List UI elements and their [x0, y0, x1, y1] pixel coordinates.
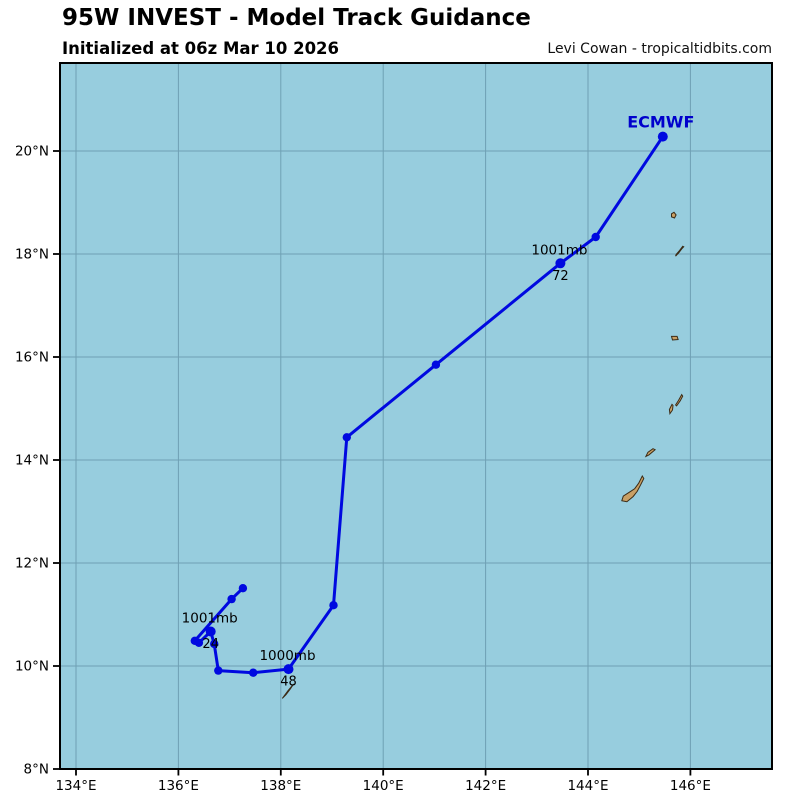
- lon-tick-label-134: 134°E: [55, 778, 96, 794]
- hour-label-h24: 24: [202, 637, 219, 652]
- island-guam: [621, 474, 645, 503]
- lat-tick-label-14: 14°N: [15, 453, 49, 469]
- sea-background: [60, 63, 772, 769]
- hour-label-h72: 72: [552, 269, 569, 284]
- init-time-label: Initialized at 06z Mar 10 2026: [62, 39, 340, 58]
- track-point-h18: [194, 638, 204, 647]
- pressure-label-h48: 1000mb: [259, 648, 315, 664]
- lat-tick-label-18: 18°N: [15, 247, 49, 263]
- model-name-label: ECMWF: [627, 113, 694, 132]
- island-18.8N: [671, 211, 677, 219]
- island-yap: [281, 683, 295, 699]
- island-rota: [644, 448, 657, 458]
- lon-tick-label-142: 142°E: [465, 778, 506, 794]
- lat-tick-label-20: 20°N: [15, 144, 49, 160]
- lon-tick-label-136: 136°E: [158, 778, 199, 794]
- lat-tick-label-10: 10°N: [15, 659, 49, 675]
- lon-tick-label-138: 138°E: [260, 778, 301, 794]
- hour-label-h48: 48: [280, 675, 297, 690]
- lon-tick-label-140: 140°E: [363, 778, 404, 794]
- track-point-h6: [227, 594, 236, 604]
- credit-label: Levi Cowan - tropicaltidbits.com: [547, 41, 772, 57]
- track-point-h66: [431, 360, 441, 369]
- lat-tick-label-12: 12°N: [15, 556, 49, 572]
- track-point-h72: [555, 258, 566, 269]
- island-saipan: [674, 393, 684, 407]
- track-point-h54: [329, 601, 338, 610]
- track-point-h78: [591, 232, 600, 242]
- island-18.1N: [675, 245, 685, 257]
- track-point-h42: [249, 668, 258, 677]
- pressure-label-h72: 1001mb: [531, 242, 587, 258]
- lat-tick-label-16: 16°N: [15, 350, 49, 366]
- island-tinian: [668, 403, 674, 416]
- track-point-h60: [342, 433, 351, 442]
- track-point-h24: [205, 626, 216, 637]
- chart-title: 95W INVEST - Model Track Guidance: [62, 5, 531, 31]
- lon-tick-label-144: 144°E: [567, 778, 608, 794]
- track-point-h84: [657, 131, 668, 142]
- pressure-label-h24: 1001mb: [182, 611, 238, 627]
- track-point-h48: [283, 664, 294, 675]
- lon-tick-label-146: 146°E: [670, 778, 711, 794]
- track-point-h0: [238, 584, 248, 593]
- track-point-h30: [210, 639, 219, 649]
- track-point-h36: [214, 666, 223, 675]
- island-16.4N: [670, 335, 679, 341]
- lat-tick-label-8: 8°N: [24, 762, 49, 778]
- plot-border: [59, 62, 773, 770]
